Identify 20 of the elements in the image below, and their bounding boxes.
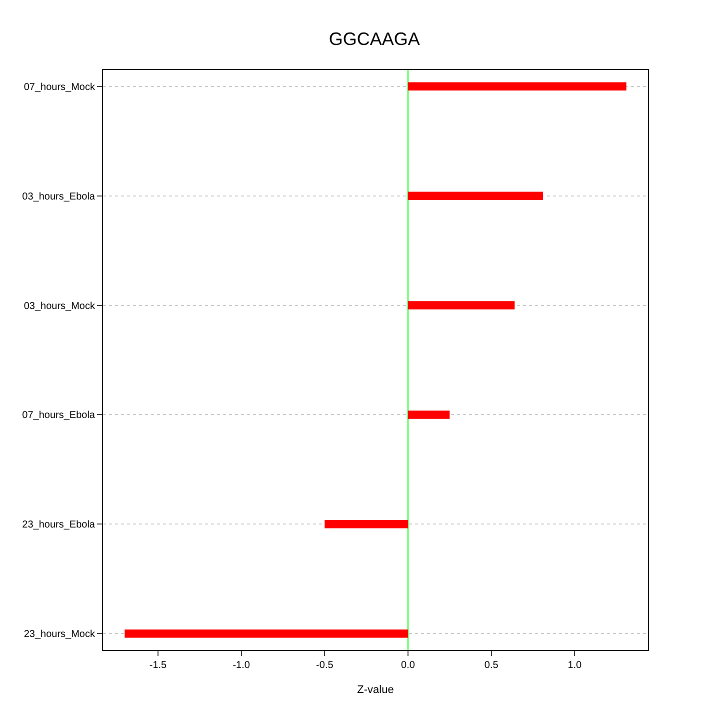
x-tick-label: -1.5 — [149, 660, 168, 671]
y-tick-label: 07_hours_Mock — [24, 82, 96, 93]
bar — [324, 520, 408, 528]
y-tick-label: 07_hours_Ebola — [22, 410, 96, 422]
bar — [408, 301, 515, 310]
x-tick-label: -0.5 — [316, 660, 334, 671]
y-tick-label: 03_hours_Mock — [24, 300, 96, 312]
x-tick-label: -1.0 — [232, 660, 250, 671]
bar — [408, 410, 450, 419]
bar — [408, 192, 543, 200]
x-tick-label: 1.0 — [568, 660, 582, 671]
x-tick-label: 0.0 — [401, 660, 416, 671]
x-tick-label: 0.5 — [484, 660, 499, 671]
bar — [124, 629, 408, 638]
y-tick-label: 23_hours_Ebola — [22, 520, 96, 531]
chart-title: GGCAAGA — [328, 29, 420, 49]
y-tick-label: 23_hours_Mock — [24, 629, 96, 640]
y-tick-label: 03_hours_Ebola — [22, 191, 96, 202]
bar — [408, 82, 626, 91]
x-axis-title: Z-value — [357, 684, 394, 696]
